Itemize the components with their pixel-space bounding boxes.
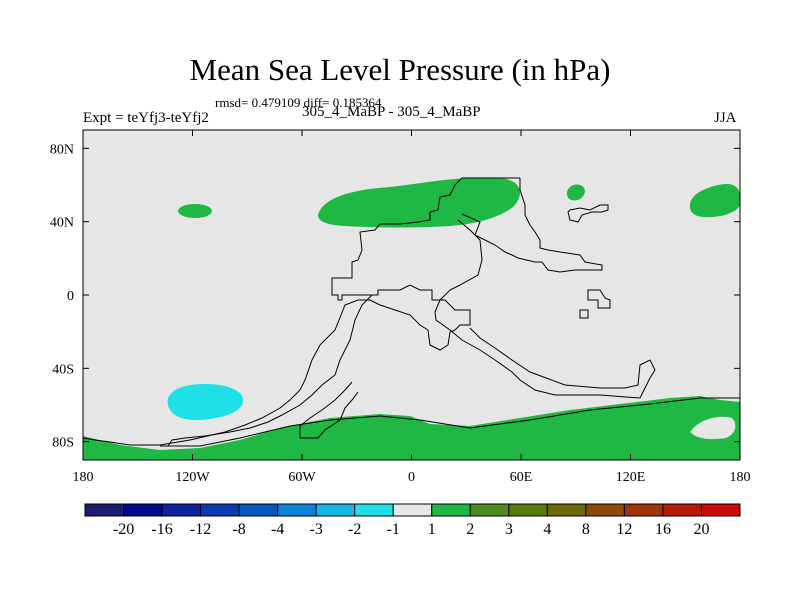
- colorbar-swatch: [469, 503, 510, 517]
- coastline-southern-landmass: [434, 219, 656, 399]
- coastline-main-continent: [83, 177, 520, 446]
- colorbar-label: 4: [543, 521, 551, 538]
- x-tick-label: 60E: [510, 470, 533, 485]
- y-tick-label: 80S: [52, 436, 74, 451]
- y-tick-label: 40S: [52, 362, 74, 377]
- x-tick-label: 180: [73, 470, 94, 485]
- coastline-southern-edge: [83, 397, 740, 460]
- colorbar-swatch: [392, 503, 433, 517]
- colorbar-swatch: [238, 503, 279, 517]
- colorbar-label: -3: [310, 521, 323, 538]
- colorbar-label: 1: [428, 521, 436, 538]
- x-tick-label: 120W: [175, 470, 210, 485]
- colorbar-swatch: [123, 503, 163, 517]
- colorbar-label: 8: [582, 521, 590, 538]
- colorbar: -20 -16 -12 -8 -4 -3 -2 -1 1 2 3 4 8 12 16 20: [84, 503, 741, 538]
- north-pacific-anomaly: [178, 204, 212, 218]
- x-tick-label: 0: [408, 470, 415, 485]
- colorbar-label: -1: [387, 521, 400, 538]
- colorbar-swatch: [161, 503, 202, 517]
- y-tick-label: 0: [67, 289, 74, 304]
- subtitle-label: 305_4_MaBP - 305_4_MaBP: [302, 104, 481, 120]
- colorbar-label: -12: [190, 521, 211, 538]
- x-tick-label: 120E: [616, 470, 646, 485]
- chart-title: Mean Sea Level Pressure (in hPa): [189, 52, 611, 87]
- colorbar-swatch: [700, 503, 741, 517]
- experiment-label: Expt = teYfj3-teYfj2: [83, 110, 209, 126]
- colorbar-label: -8: [232, 521, 245, 538]
- coastline-maritime-island: [587, 289, 611, 309]
- colorbar-label: 16: [655, 521, 671, 538]
- colorbar-swatch: [354, 503, 394, 517]
- colorbar-label: -2: [348, 521, 361, 538]
- coastline-west-landmass: [167, 294, 373, 447]
- east-siberia-anomaly: [689, 183, 740, 218]
- colorbar-label: -16: [151, 521, 172, 538]
- colorbar-swatch: [200, 503, 240, 517]
- colorbar-swatch: [277, 503, 317, 517]
- colorbar-label: 3: [505, 521, 513, 538]
- colorbar-label: 20: [693, 521, 709, 538]
- colorbar-swatch: [546, 503, 587, 517]
- colorbar-swatch: [662, 503, 702, 517]
- stats-line: rmsd= 0.479109 diff= 0.185364: [215, 95, 382, 110]
- north-atlantic-anomaly: [318, 177, 520, 228]
- season-label: JJA: [714, 110, 737, 126]
- central-asia-anomaly: [566, 184, 585, 201]
- colorbar-label: 12: [616, 521, 632, 538]
- coastline-antarctic-inner: [299, 381, 359, 439]
- colorbar-label: -4: [271, 521, 284, 538]
- plot-area: 180 120W 60W 0 60E 120E 180 80N 40N 0 40S 80S: [50, 129, 751, 485]
- y-tick-label: 80N: [50, 142, 74, 157]
- colorbar-swatch: [585, 503, 625, 517]
- colorbar-swatch: [84, 503, 125, 517]
- coastline-africa-like: [461, 178, 603, 273]
- x-tick-label: 60W: [288, 470, 316, 485]
- colorbar-label: 2: [466, 521, 474, 538]
- colorbar-swatch: [315, 503, 356, 517]
- coastline-small-island: [579, 309, 589, 319]
- x-tick-label: 180: [730, 470, 751, 485]
- antarctic-inlet: [690, 416, 736, 440]
- colorbar-swatch: [508, 503, 548, 517]
- coastlines: [83, 177, 740, 460]
- colorbar-label: -20: [113, 521, 134, 538]
- colorbar-swatch: [623, 503, 664, 517]
- colorbar-swatch: [431, 503, 471, 517]
- y-tick-label: 40N: [50, 216, 74, 231]
- south-pacific-anomaly: [167, 384, 244, 421]
- coastline-east-island: [567, 204, 609, 223]
